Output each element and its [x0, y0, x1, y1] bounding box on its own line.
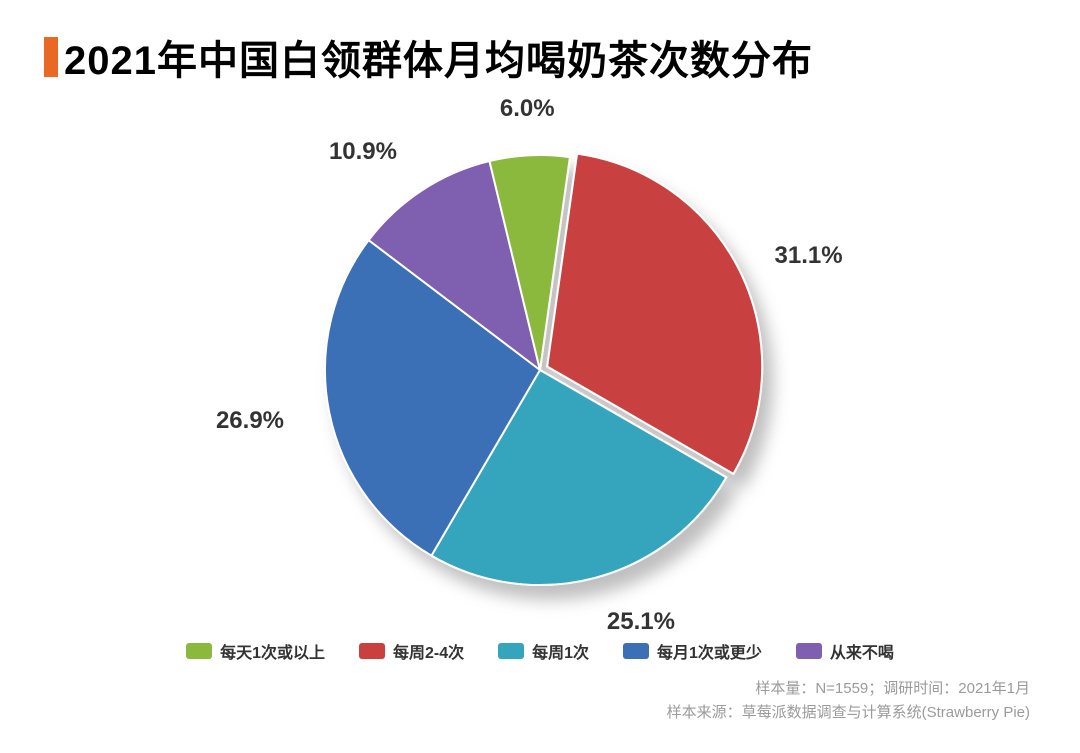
pie-slice-label: 6.0%	[500, 95, 555, 123]
legend-label: 每周2-4次	[393, 639, 464, 663]
legend-item: 每周2-4次	[359, 639, 464, 663]
legend-item: 从来不喝	[796, 639, 894, 663]
pie-slice-label: 31.1%	[775, 242, 843, 270]
legend-swatch	[623, 643, 649, 659]
pie-slice-label: 26.9%	[216, 407, 284, 435]
title-accent-bar	[44, 37, 58, 77]
legend-label: 每天1次或以上	[220, 639, 325, 663]
legend-item: 每周1次	[498, 639, 589, 663]
chart-container: 2021年中国白领群体月均喝奶茶次数分布 31.1% 25.1% 26.9% 10.9…	[0, 0, 1080, 753]
chart-legend: 每天1次或以上 每周2-4次 每周1次 每月1次或更少 从来不喝	[0, 639, 1080, 663]
pie-slice-label: 10.9%	[329, 138, 397, 166]
chart-title: 2021年中国白领群体月均喝奶茶次数分布	[64, 28, 813, 86]
pie-chart-area: 31.1%25.1%26.9%10.9%6.0%	[0, 100, 1080, 630]
pie-chart-svg	[0, 100, 1080, 630]
chart-footer: 样本量：N=1559；调研时间：2021年1月 样本来源：草莓派数据调查与计算系…	[667, 677, 1030, 725]
pie-slice-label: 25.1%	[607, 608, 675, 636]
legend-label: 每月1次或更少	[657, 639, 762, 663]
footer-line-2: 样本来源：草莓派数据调查与计算系统(Strawberry Pie)	[667, 701, 1030, 725]
footer-line-1: 样本量：N=1559；调研时间：2021年1月	[667, 677, 1030, 701]
legend-item: 每天1次或以上	[186, 639, 325, 663]
legend-label: 每周1次	[532, 639, 589, 663]
legend-label: 从来不喝	[830, 639, 894, 663]
legend-swatch	[186, 643, 212, 659]
legend-swatch	[796, 643, 822, 659]
legend-swatch	[498, 643, 524, 659]
chart-title-row: 2021年中国白领群体月均喝奶茶次数分布	[44, 28, 813, 86]
legend-item: 每月1次或更少	[623, 639, 762, 663]
legend-swatch	[359, 643, 385, 659]
